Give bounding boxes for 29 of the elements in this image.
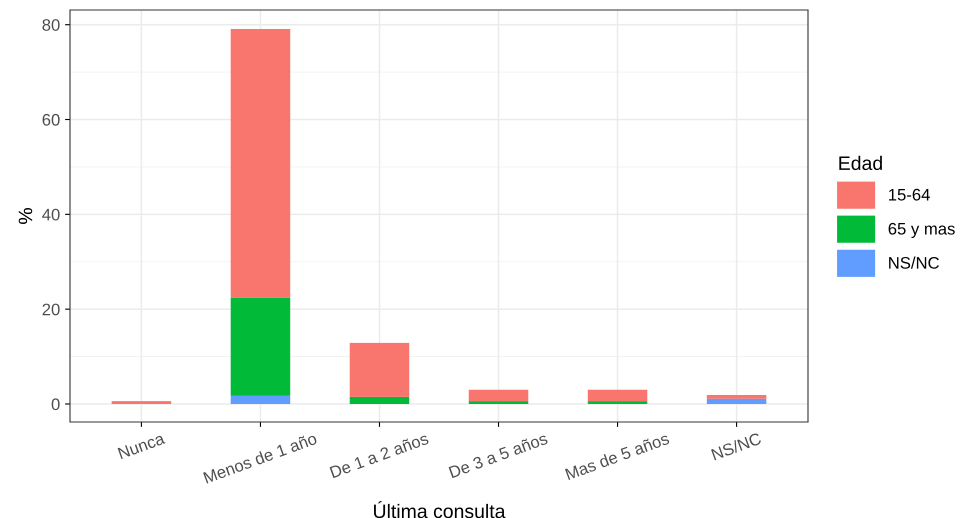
y-tick-label: 60: [42, 114, 60, 126]
bar: [230, 298, 290, 396]
bar: [350, 396, 410, 404]
x-tick-label: De 1 a 2 años: [329, 432, 430, 478]
bar: [468, 390, 528, 402]
x-tick-label: NS/NC: [710, 432, 762, 460]
bar: [468, 401, 528, 404]
bar: [588, 401, 648, 404]
bar: [588, 390, 648, 402]
x-tick-label: Nunca: [118, 432, 166, 460]
x-tick-label: Menos de 1 año: [202, 432, 318, 484]
y-tick-label: 20: [42, 304, 60, 316]
bar: [112, 401, 172, 404]
bar: [706, 398, 766, 404]
y-tick-label: 0: [52, 398, 60, 410]
legend-label: 15-64: [889, 188, 930, 201]
bar: [706, 394, 766, 399]
bar: [230, 28, 290, 298]
legend-label: NS/NC: [889, 256, 939, 269]
legend-label: 65 y mas: [888, 222, 955, 238]
y-axis-title: %: [18, 208, 32, 224]
bar: [230, 395, 290, 404]
x-tick-label: Mas de 5 años: [564, 432, 670, 480]
legend-title: Edad: [839, 156, 882, 170]
x-axis-title: Última consulta: [374, 501, 506, 518]
x-tick-label: De 3 a 5 años: [448, 432, 548, 478]
y-tick-label: 40: [42, 208, 60, 221]
bar: [350, 342, 410, 397]
y-tick-label: 80: [42, 19, 60, 31]
